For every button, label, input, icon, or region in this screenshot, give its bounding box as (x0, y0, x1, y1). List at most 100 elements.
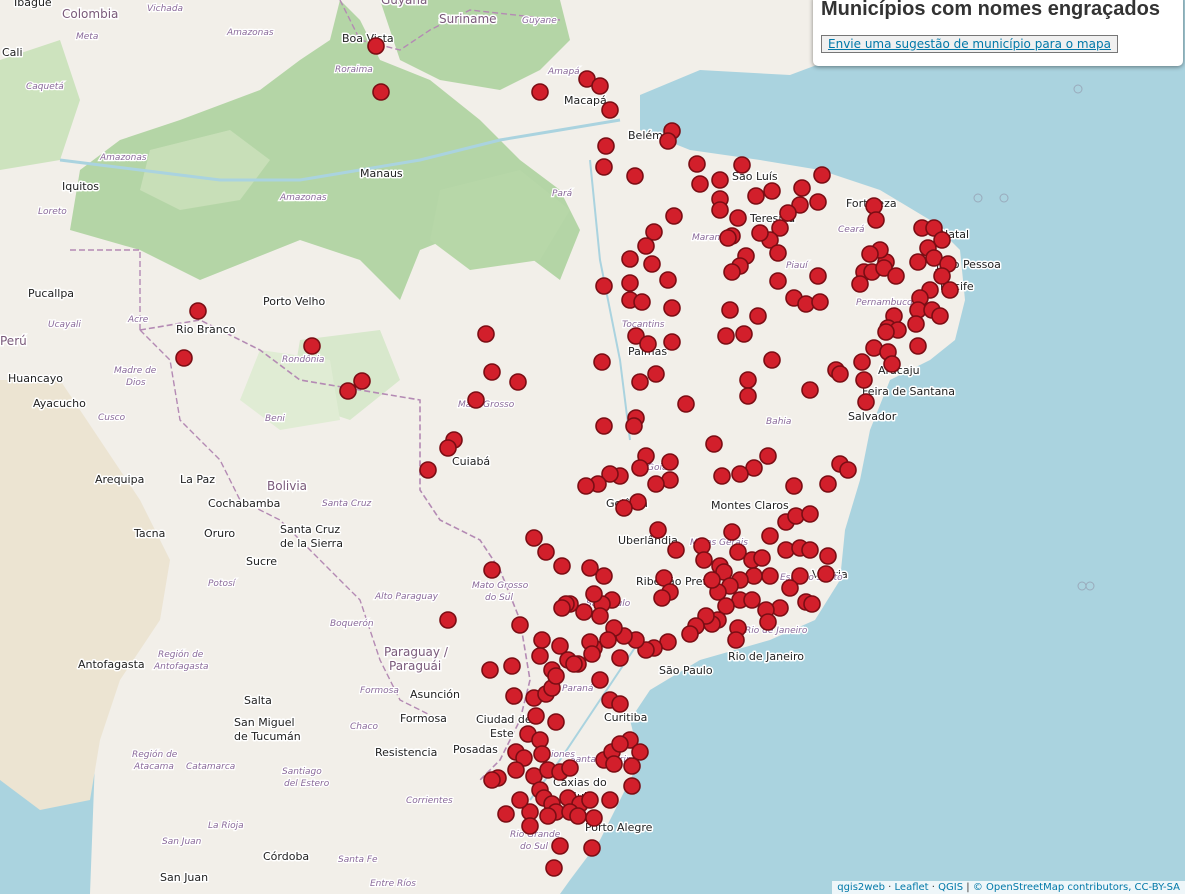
municipality-marker[interactable] (527, 707, 545, 725)
municipality-marker[interactable] (481, 661, 499, 679)
municipality-marker[interactable] (761, 567, 779, 585)
municipality-marker[interactable] (551, 837, 569, 855)
municipality-marker[interactable] (339, 382, 357, 400)
municipality-marker[interactable] (779, 204, 797, 222)
municipality-marker[interactable] (569, 807, 587, 825)
municipality-marker[interactable] (577, 477, 595, 495)
municipality-marker[interactable] (631, 459, 649, 477)
municipality-marker[interactable] (933, 267, 951, 285)
municipality-marker[interactable] (819, 475, 837, 493)
municipality-marker[interactable] (497, 805, 515, 823)
municipality-markers[interactable] (175, 37, 959, 877)
municipality-marker[interactable] (507, 761, 525, 779)
municipality-marker[interactable] (771, 219, 789, 237)
municipality-marker[interactable] (581, 791, 599, 809)
municipality-marker[interactable] (565, 655, 583, 673)
municipality-marker[interactable] (575, 603, 593, 621)
municipality-marker[interactable] (817, 565, 835, 583)
municipality-marker[interactable] (545, 859, 563, 877)
municipality-marker[interactable] (819, 547, 837, 565)
municipality-marker[interactable] (703, 571, 721, 589)
municipality-marker[interactable] (605, 755, 623, 773)
municipality-marker[interactable] (743, 591, 761, 609)
municipality-marker[interactable] (631, 373, 649, 391)
municipality-marker[interactable] (623, 757, 641, 775)
municipality-marker[interactable] (811, 293, 829, 311)
municipality-marker[interactable] (591, 607, 609, 625)
municipality-marker[interactable] (627, 327, 645, 345)
municipality-marker[interactable] (439, 611, 457, 629)
municipality-marker[interactable] (769, 244, 787, 262)
municipality-marker[interactable] (909, 253, 927, 271)
municipality-marker[interactable] (595, 277, 613, 295)
municipality-marker[interactable] (883, 355, 901, 373)
municipality-marker[interactable] (867, 211, 885, 229)
municipality-marker[interactable] (537, 543, 555, 561)
municipality-marker[interactable] (801, 541, 819, 559)
municipality-marker[interactable] (533, 631, 551, 649)
municipality-marker[interactable] (857, 393, 875, 411)
municipality-marker[interactable] (547, 713, 565, 731)
municipality-marker[interactable] (875, 259, 893, 277)
municipality-marker[interactable] (727, 631, 745, 649)
municipality-marker[interactable] (785, 477, 803, 495)
municipality-marker[interactable] (801, 505, 819, 523)
municipality-marker[interactable] (511, 616, 529, 634)
municipality-marker[interactable] (611, 735, 629, 753)
municipality-marker[interactable] (781, 579, 799, 597)
municipality-marker[interactable] (583, 645, 601, 663)
municipality-marker[interactable] (729, 543, 747, 561)
municipality-marker[interactable] (809, 193, 827, 211)
municipality-marker[interactable] (511, 791, 529, 809)
municipality-marker[interactable] (647, 365, 665, 383)
municipality-marker[interactable] (861, 245, 879, 263)
municipality-marker[interactable] (621, 250, 639, 268)
municipality-marker[interactable] (721, 301, 739, 319)
municipality-marker[interactable] (623, 777, 641, 795)
municipality-marker[interactable] (803, 595, 821, 613)
municipality-marker[interactable] (877, 323, 895, 341)
municipality-marker[interactable] (547, 667, 565, 685)
municipality-marker[interactable] (649, 521, 667, 539)
municipality-marker[interactable] (723, 523, 741, 541)
municipality-marker[interactable] (887, 267, 905, 285)
municipality-marker[interactable] (595, 158, 613, 176)
municipality-marker[interactable] (735, 325, 753, 343)
municipality-marker[interactable] (793, 179, 811, 197)
municipality-marker[interactable] (303, 337, 321, 355)
municipality-marker[interactable] (791, 196, 809, 214)
municipality-marker[interactable] (531, 83, 549, 101)
municipality-marker[interactable] (801, 381, 819, 399)
osm-link[interactable]: © OpenStreetMap contributors, CC-BY-SA (972, 882, 1180, 893)
municipality-marker[interactable] (853, 353, 871, 371)
municipality-marker[interactable] (653, 589, 671, 607)
municipality-marker[interactable] (925, 219, 943, 237)
municipality-marker[interactable] (631, 743, 649, 761)
municipality-marker[interactable] (521, 817, 539, 835)
municipality-marker[interactable] (731, 465, 749, 483)
municipality-marker[interactable] (663, 299, 681, 317)
municipality-marker[interactable] (769, 272, 787, 290)
municipality-marker[interactable] (477, 325, 495, 343)
leaflet-link[interactable]: Leaflet (894, 882, 929, 893)
municipality-marker[interactable] (483, 363, 501, 381)
municipality-marker[interactable] (483, 561, 501, 579)
municipality-marker[interactable] (503, 657, 521, 675)
municipality-marker[interactable] (597, 137, 615, 155)
municipality-marker[interactable] (809, 267, 827, 285)
municipality-marker[interactable] (759, 613, 777, 631)
municipality-marker[interactable] (729, 209, 747, 227)
municipality-marker[interactable] (601, 791, 619, 809)
municipality-marker[interactable] (611, 649, 629, 667)
municipality-marker[interactable] (909, 337, 927, 355)
municipality-marker[interactable] (531, 647, 549, 665)
municipality-marker[interactable] (753, 549, 771, 567)
municipality-marker[interactable] (553, 599, 571, 617)
municipality-marker[interactable] (621, 274, 639, 292)
municipality-marker[interactable] (839, 461, 857, 479)
municipality-marker[interactable] (723, 263, 741, 281)
municipality-marker[interactable] (189, 302, 207, 320)
municipality-marker[interactable] (733, 156, 751, 174)
municipality-marker[interactable] (525, 529, 543, 547)
